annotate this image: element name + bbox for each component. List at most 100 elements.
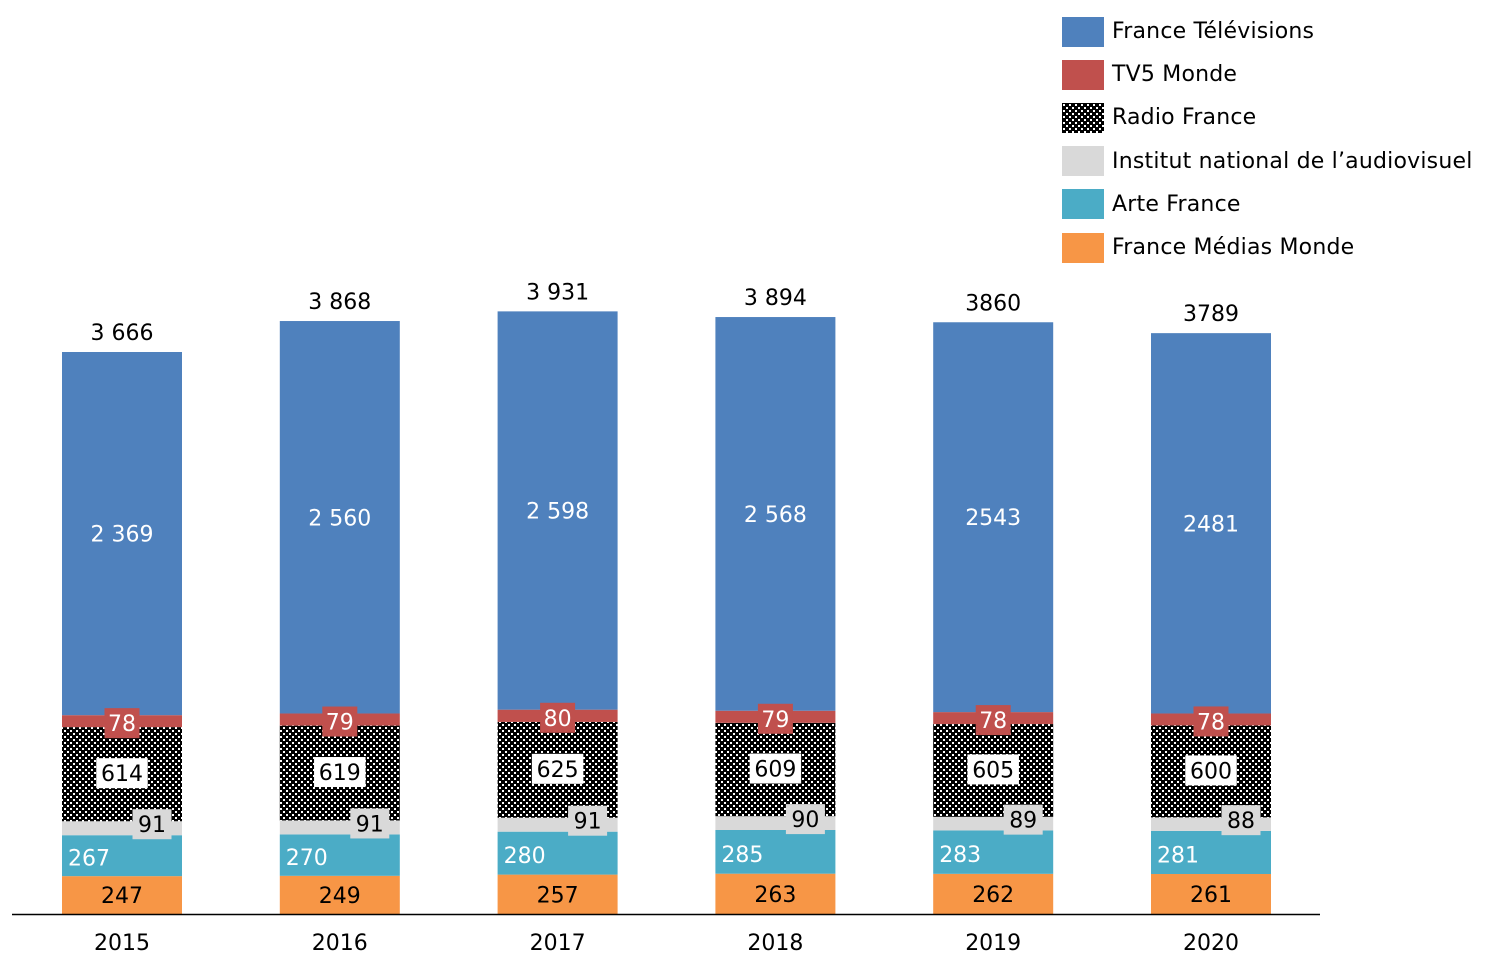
data-label-institut-national-de-l-audiovisuel-2015-bg <box>132 809 172 840</box>
bar-segment-france-televisions-2016 <box>279 321 400 714</box>
total-label-2016: 3 868 <box>308 290 371 315</box>
data-label-radio-france-2015-bg <box>96 758 148 789</box>
data-label-tv5-monde-2020: 78 <box>1197 710 1225 735</box>
data-label-france-medias-monde-2018: 263 <box>754 883 796 908</box>
data-label-institut-national-de-l-audiovisuel-2018: 90 <box>791 808 819 833</box>
bar-segment-france-medias-monde-2018 <box>715 873 836 914</box>
x-tick-label-2015: 2015 <box>94 931 150 956</box>
data-label-france-medias-monde-2015: 247 <box>101 884 143 909</box>
data-label-institut-national-de-l-audiovisuel-2015: 91 <box>138 813 166 838</box>
total-label-2017: 3 931 <box>526 280 589 305</box>
data-label-radio-france-2016: 619 <box>319 761 361 786</box>
legend-item-ina: Institut national de l’audiovisuel <box>1062 140 1473 183</box>
bar-segment-france-televisions-2018 <box>715 317 836 711</box>
x-tick-label-2019: 2019 <box>965 931 1021 956</box>
data-label-tv5-monde-2017: 80 <box>544 707 572 732</box>
data-label-france-medias-monde-2019: 262 <box>972 883 1014 908</box>
data-label-institut-national-de-l-audiovisuel-2016: 91 <box>356 812 384 837</box>
bar-segment-france-medias-monde-2016 <box>279 875 400 914</box>
data-label-arte-france-2019: 283 <box>939 843 981 868</box>
legend-swatch <box>1062 102 1104 133</box>
data-label-tv5-monde-2020-bg <box>1193 706 1229 737</box>
bars-group <box>62 311 1271 914</box>
data-label-institut-national-de-l-audiovisuel-2020: 88 <box>1227 809 1255 834</box>
bar-segment-france-televisions-2015 <box>62 352 182 716</box>
x-axis-ticks: 2015 2016 2017 2018 2019 2020 <box>94 931 1239 956</box>
legend-label: Institut national de l’audiovisuel <box>1112 148 1473 174</box>
legend: France Télévisions TV5 Monde Radio Franc… <box>1062 10 1473 269</box>
bar-segment-france-medias-monde-2015 <box>62 876 182 914</box>
total-label-2015: 3 666 <box>91 321 154 346</box>
legend-item-arte-france: Arte France <box>1062 183 1473 226</box>
legend-item-tv5-monde: TV5 Monde <box>1062 53 1473 96</box>
data-label-arte-france-2018: 285 <box>721 843 763 868</box>
x-tick-label-2016: 2016 <box>312 931 368 956</box>
data-label-radio-france-2020: 600 <box>1190 759 1232 784</box>
legend-swatch <box>1062 59 1104 90</box>
data-label-radio-france-2017-bg <box>531 753 584 784</box>
bar-segment-arte-france-2017 <box>497 831 618 875</box>
data-labels-group: 247 267 91 614 78 2 369 3 666 249 270 91 619 79 2 56… <box>68 280 1261 909</box>
data-label-france-televisions-2018: 2 568 <box>744 503 807 528</box>
bar-segment-france-medias-monde-2017 <box>497 874 618 914</box>
bar-segment-france-televisions-2017 <box>497 311 618 710</box>
data-label-tv5-monde-2015: 78 <box>108 712 136 737</box>
legend-label: TV5 Monde <box>1112 62 1238 88</box>
data-label-tv5-monde-2018: 79 <box>761 708 789 733</box>
data-label-france-televisions-2019: 2543 <box>965 506 1021 531</box>
data-label-tv5-monde-2016-bg <box>322 706 358 737</box>
x-tick-label-2017: 2017 <box>530 931 586 956</box>
data-label-radio-france-2017: 625 <box>537 758 579 783</box>
legend-item-france-televisions: France Télévisions <box>1062 10 1473 53</box>
data-label-france-televisions-2015: 2 369 <box>91 523 154 548</box>
data-label-tv5-monde-2019: 78 <box>979 709 1007 734</box>
data-label-france-televisions-2016: 2 560 <box>308 506 371 531</box>
legend-item-france-medias-monde: France Médias Monde <box>1062 226 1473 269</box>
bar-segment-arte-france-2015 <box>62 835 182 877</box>
legend-label: France Médias Monde <box>1112 235 1355 261</box>
data-label-france-medias-monde-2017: 257 <box>537 883 579 908</box>
legend-label: Arte France <box>1112 191 1241 217</box>
total-label-2020: 3789 <box>1183 302 1239 327</box>
data-label-tv5-monde-2016: 79 <box>326 711 354 736</box>
bar-segment-arte-france-2020 <box>1151 830 1271 874</box>
data-label-radio-france-2016-bg <box>314 757 366 788</box>
data-label-institut-national-de-l-audiovisuel-2020-bg <box>1221 805 1261 836</box>
legend-swatch <box>1062 189 1104 220</box>
data-label-arte-france-2020: 281 <box>1157 843 1199 868</box>
data-label-institut-national-de-l-audiovisuel-2017-bg <box>568 805 608 836</box>
data-label-arte-france-2016: 270 <box>286 846 328 871</box>
bar-segment-france-medias-monde-2019 <box>933 873 1054 914</box>
data-label-tv5-monde-2017-bg <box>540 702 576 733</box>
data-label-radio-france-2018: 609 <box>754 758 796 783</box>
legend-swatch <box>1062 16 1104 47</box>
data-label-france-medias-monde-2016: 249 <box>319 884 361 909</box>
data-label-institut-national-de-l-audiovisuel-2019-bg <box>1003 804 1043 835</box>
bar-segment-arte-france-2018 <box>715 829 836 874</box>
bar-segment-france-televisions-2020 <box>1151 333 1271 714</box>
data-label-radio-france-2018-bg <box>749 753 802 784</box>
data-label-radio-france-2019-bg <box>967 754 1019 785</box>
data-label-arte-france-2017: 280 <box>504 844 546 869</box>
data-label-institut-national-de-l-audiovisuel-2019: 89 <box>1009 809 1037 834</box>
x-tick-label-2018: 2018 <box>747 931 803 956</box>
x-tick-label-2020: 2020 <box>1183 931 1239 956</box>
data-label-arte-france-2015: 267 <box>68 847 110 872</box>
data-label-institut-national-de-l-audiovisuel-2017: 91 <box>574 810 602 835</box>
data-label-tv5-monde-2015-bg <box>104 708 140 739</box>
bar-segment-france-medias-monde-2020 <box>1151 873 1271 914</box>
bar-segment-france-televisions-2019 <box>933 322 1054 713</box>
bar-segment-arte-france-2019 <box>933 830 1054 874</box>
data-label-france-televisions-2017: 2 598 <box>526 500 589 525</box>
data-label-tv5-monde-2019-bg <box>975 705 1011 736</box>
data-label-institut-national-de-l-audiovisuel-2018-bg <box>785 804 825 835</box>
data-label-france-medias-monde-2020: 261 <box>1190 883 1232 908</box>
total-label-2019: 3860 <box>965 291 1021 316</box>
legend-label: Radio France <box>1112 105 1257 131</box>
legend-swatch <box>1062 146 1104 177</box>
data-label-radio-france-2020-bg <box>1185 755 1237 786</box>
data-label-radio-france-2015: 614 <box>101 762 143 787</box>
data-label-institut-national-de-l-audiovisuel-2016-bg <box>350 808 390 839</box>
total-label-2018: 3 894 <box>744 286 807 311</box>
